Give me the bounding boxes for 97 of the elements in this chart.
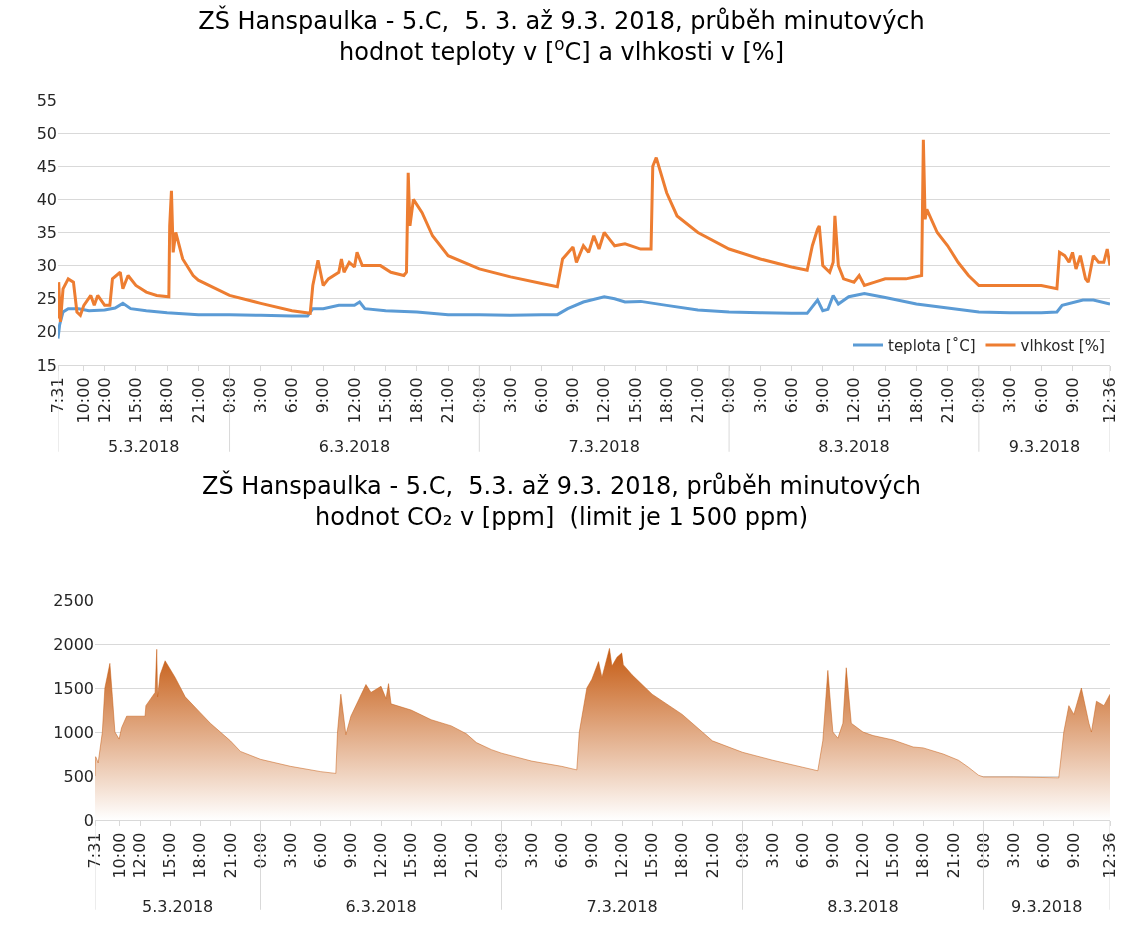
x2-tick-label: 6.3.2018 <box>345 897 417 916</box>
x2-tick-label: 6.3.2018 <box>318 437 391 456</box>
x-tick-label: 10:00 <box>110 832 130 879</box>
chart-title: ZŠ Hanspaulka - 5.C, 5.3. až 9.3. 2018, průběh minutových hodnot CO₂ v [ppm] (limit je 1 500 ppm) <box>202 469 921 531</box>
x-tick-label: 15:00 <box>401 832 421 879</box>
x-tick-label: 9:00 <box>563 377 583 414</box>
x-tick-label: 3:00 <box>1000 377 1020 414</box>
x-tick-label: 0:00 <box>219 377 239 414</box>
x-tick-label: 12:00 <box>844 377 864 424</box>
y-tick-label: 40 <box>36 189 57 209</box>
x-tick-label: 18:00 <box>656 377 676 424</box>
x-tick-label: 9:00 <box>1064 832 1084 869</box>
x-tick-label: 6:00 <box>792 832 812 869</box>
x-tick-label: 6:00 <box>531 377 551 414</box>
legend-label: teplota [˚C] <box>888 336 976 355</box>
x2-tick-label: 5.3.2018 <box>108 437 180 456</box>
x-tick-label: 12:00 <box>94 377 114 424</box>
x-tick-label: 15:00 <box>883 832 903 879</box>
x-tick-label: 6:00 <box>310 832 330 869</box>
y-tick-label: 25 <box>36 289 57 309</box>
x-tick-label: 9:00 <box>313 377 333 414</box>
x-tick-label: 21:00 <box>220 832 240 879</box>
x2-tick-label: 9.3.2018 <box>1008 437 1081 456</box>
x-tick-label: 12:36 <box>1100 377 1120 424</box>
y-tick-label: 2500 <box>53 590 94 610</box>
x-tick-label: 0:00 <box>719 377 739 414</box>
x-tick-label: 21:00 <box>943 832 963 879</box>
x-tick-label: 3:00 <box>500 377 520 414</box>
y-tick-label: 15 <box>36 355 57 375</box>
x-tick-label: 18:00 <box>913 832 933 879</box>
x-tick-label: 12:00 <box>130 832 150 879</box>
x-tick-label: 15:00 <box>375 377 395 424</box>
x-tick-label: 9:00 <box>582 832 602 869</box>
x2-tick-label: 8.3.2018 <box>818 437 890 456</box>
x-tick-label: 21:00 <box>188 377 208 424</box>
x-tick-label: 6:00 <box>1033 832 1053 869</box>
x-tick-label: 9:00 <box>341 832 361 869</box>
y-tick-label: 1500 <box>53 678 94 698</box>
x2-tick-label: 7.3.2018 <box>568 437 640 456</box>
x-tick-label: 3:00 <box>250 377 270 414</box>
x-tick-label: 12:00 <box>612 832 632 879</box>
x-tick-label: 21:00 <box>688 377 708 424</box>
x-tick-label: 12:00 <box>853 832 873 879</box>
x-tick-label: 3:00 <box>521 832 541 869</box>
x-tick-label: 12:00 <box>344 377 364 424</box>
legend-label: vlhkost [%] <box>1020 336 1105 355</box>
x-tick-label: 15:00 <box>625 377 645 424</box>
y-tick-label: 500 <box>63 766 94 786</box>
x-tick-label: 0:00 <box>969 377 989 414</box>
x-tick-label: 21:00 <box>438 377 458 424</box>
x-tick-label: 18:00 <box>906 377 926 424</box>
x-tick-label: 18:00 <box>672 832 692 879</box>
x-tick-label: 9:00 <box>812 377 832 414</box>
x2-tick-label: 7.3.2018 <box>586 897 658 916</box>
x-tick-label: 6:00 <box>551 832 571 869</box>
x2-tick-label: 5.3.2018 <box>142 897 214 916</box>
line-series <box>58 138 1110 324</box>
x-tick-label: 3:00 <box>1003 832 1023 869</box>
x-tick-label: 6:00 <box>282 377 302 414</box>
chart-title: ZŠ Hanspaulka - 5.C, 5. 3. až 9.3. 2018, průběh minutových hodnot teploty v [$^{o}$C] a vlhkosti v [%] <box>198 4 925 66</box>
x-tick-label: 9:00 <box>1062 377 1082 414</box>
x-tick-label: 12:00 <box>371 832 391 879</box>
y-tick-label: 45 <box>36 156 57 176</box>
y-tick-label: 1000 <box>53 722 94 742</box>
x-tick-label: 0:00 <box>469 377 489 414</box>
y-tick-label: 50 <box>36 123 57 143</box>
y-tick-label: 20 <box>36 322 57 342</box>
y-tick-label: 0 <box>83 810 94 830</box>
x-tick-label: 12:36 <box>1100 832 1120 879</box>
x-tick-label: 21:00 <box>702 832 722 879</box>
x-tick-label: 7:31 <box>85 832 105 869</box>
x-tick-label: 3:00 <box>762 832 782 869</box>
x-tick-label: 10:00 <box>74 377 94 424</box>
x-tick-label: 18:00 <box>190 832 210 879</box>
x-tick-label: 18:00 <box>407 377 427 424</box>
x-tick-label: 15:00 <box>642 832 662 879</box>
x-tick-label: 15:00 <box>875 377 895 424</box>
x2-tick-label: 8.3.2018 <box>827 897 899 916</box>
x-tick-label: 9:00 <box>823 832 843 869</box>
x-tick-label: 12:00 <box>594 377 614 424</box>
x-tick-label: 18:00 <box>157 377 177 424</box>
y-tick-label: 30 <box>36 256 57 276</box>
x-tick-label: 21:00 <box>937 377 957 424</box>
y-tick-label: 35 <box>36 223 57 243</box>
x-tick-label: 6:00 <box>1031 377 1051 414</box>
x-tick-label: 6:00 <box>781 377 801 414</box>
x-tick-label: 3:00 <box>750 377 770 414</box>
x2-tick-label: 9.3.2018 <box>1011 897 1083 916</box>
x-tick-label: 3:00 <box>280 832 300 869</box>
x-tick-label: 7:31 <box>48 377 68 414</box>
x-tick-label: 0:00 <box>973 832 993 869</box>
x-tick-label: 15:00 <box>160 832 180 879</box>
x-tick-label: 15:00 <box>126 377 146 424</box>
x-tick-label: 21:00 <box>461 832 481 879</box>
x-tick-label: 18:00 <box>431 832 451 879</box>
y-tick-label: 2000 <box>53 634 94 654</box>
y-tick-label: 55 <box>36 90 57 110</box>
